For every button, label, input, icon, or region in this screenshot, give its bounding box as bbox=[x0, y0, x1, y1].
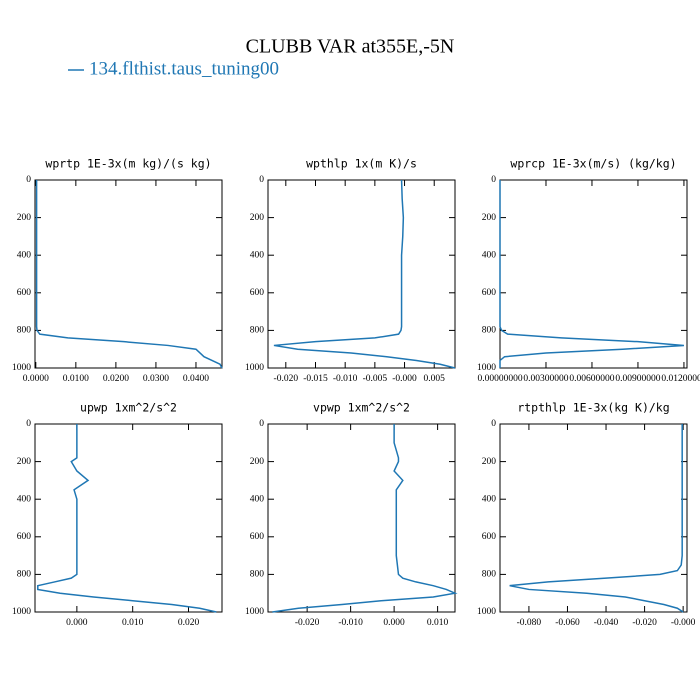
panel-title: rtpthlp 1E-3x(kg K)/kg bbox=[517, 401, 669, 415]
profile-line bbox=[37, 424, 217, 613]
x-tick-label: 0.00000000 bbox=[477, 374, 522, 384]
x-tick-label: 0.00900000 bbox=[615, 374, 660, 384]
y-tick-label: 200 bbox=[250, 457, 265, 467]
y-tick-label: 600 bbox=[250, 288, 265, 298]
plot-frame bbox=[34, 179, 223, 369]
y-tick-label: 400 bbox=[482, 250, 497, 260]
x-tick-label: 0.01200000 bbox=[661, 374, 700, 384]
y-tick-label: 1000 bbox=[245, 363, 264, 373]
y-tick-label: 0 bbox=[491, 419, 496, 429]
panel-title: wprcp 1E-3x(m/s) (kg/kg) bbox=[510, 157, 676, 171]
y-tick-label: 400 bbox=[250, 250, 265, 260]
x-tick-label: 0.0300 bbox=[143, 374, 169, 384]
x-tick-label: -0.060 bbox=[555, 618, 580, 628]
y-tick-label: 1000 bbox=[12, 363, 31, 373]
x-tick-label: -0.040 bbox=[594, 618, 619, 628]
y-tick-label: 0 bbox=[259, 175, 264, 185]
x-tick-label: 0.00300000 bbox=[523, 374, 568, 384]
y-tick-label: 800 bbox=[17, 326, 32, 336]
y-tick-label: 600 bbox=[482, 532, 497, 542]
x-tick-label: -0.000 bbox=[671, 618, 696, 628]
x-tick-label: 0.010 bbox=[427, 618, 449, 628]
y-tick-label: 1000 bbox=[12, 607, 31, 617]
y-tick-label: 1000 bbox=[245, 607, 264, 617]
x-tick-label: 0.0200 bbox=[103, 374, 129, 384]
x-tick-label: -0.010 bbox=[338, 618, 363, 628]
x-tick-label: -0.000 bbox=[392, 374, 417, 384]
y-tick-label: 200 bbox=[17, 213, 32, 223]
profile-line bbox=[509, 424, 684, 613]
plot-frame bbox=[34, 423, 223, 613]
x-tick-label: 0.0000 bbox=[23, 374, 49, 384]
figure-title: CLUBB VAR at355E,-5N bbox=[246, 36, 455, 58]
x-tick-label: -0.020 bbox=[632, 618, 657, 628]
y-tick-label: 400 bbox=[17, 250, 32, 260]
profile-line bbox=[273, 179, 456, 369]
x-tick-label: -0.080 bbox=[517, 618, 542, 628]
y-tick-label: 200 bbox=[250, 213, 265, 223]
profile-line bbox=[272, 424, 458, 613]
x-tick-label: 0.005 bbox=[424, 374, 446, 384]
profile-line bbox=[35, 180, 223, 369]
x-tick-label: 0.000 bbox=[383, 618, 405, 628]
x-tick-label: -0.010 bbox=[333, 374, 358, 384]
y-tick-label: 400 bbox=[482, 494, 497, 504]
y-tick-label: 600 bbox=[482, 288, 497, 298]
panel-title: wpthlp 1x(m K)/s bbox=[306, 157, 417, 171]
y-tick-label: 1000 bbox=[477, 363, 496, 373]
y-tick-label: 600 bbox=[17, 288, 32, 298]
y-tick-label: 600 bbox=[250, 532, 265, 542]
plot-frame bbox=[267, 423, 456, 613]
x-tick-label: -0.015 bbox=[303, 374, 328, 384]
plot-frame bbox=[267, 179, 456, 369]
y-tick-label: 200 bbox=[482, 457, 497, 467]
y-tick-label: 400 bbox=[17, 494, 32, 504]
y-tick-label: 800 bbox=[250, 570, 265, 580]
y-tick-label: 200 bbox=[482, 213, 497, 223]
x-tick-label: 0.010 bbox=[122, 618, 144, 628]
y-tick-label: 0 bbox=[26, 175, 31, 185]
y-tick-label: 0 bbox=[491, 175, 496, 185]
y-tick-label: 800 bbox=[250, 326, 265, 336]
plot-frame bbox=[499, 423, 688, 613]
panel-title: wprtp 1E-3x(m kg)/(s kg) bbox=[45, 157, 211, 171]
x-tick-label: 0.0400 bbox=[183, 374, 209, 384]
y-tick-label: 800 bbox=[482, 326, 497, 336]
x-tick-label: 0.0100 bbox=[63, 374, 89, 384]
x-tick-label: 0.00600000 bbox=[569, 374, 614, 384]
x-tick-label: 0.000 bbox=[66, 618, 88, 628]
y-tick-label: 0 bbox=[26, 419, 31, 429]
y-tick-label: 1000 bbox=[477, 607, 496, 617]
y-tick-label: 600 bbox=[17, 532, 32, 542]
y-tick-label: 800 bbox=[482, 570, 497, 580]
y-tick-label: 800 bbox=[17, 570, 32, 580]
x-tick-label: -0.020 bbox=[295, 618, 320, 628]
x-tick-label: 0.020 bbox=[178, 618, 200, 628]
profile-line bbox=[499, 180, 684, 368]
panel-title: upwp 1xm^2/s^2 bbox=[80, 401, 177, 415]
legend-label: 134.flthist.taus_tuning00 bbox=[89, 58, 279, 79]
panel-title: vpwp 1xm^2/s^2 bbox=[313, 401, 410, 415]
x-tick-label: -0.005 bbox=[363, 374, 388, 384]
x-tick-label: -0.020 bbox=[274, 374, 299, 384]
y-tick-label: 200 bbox=[17, 457, 32, 467]
y-tick-label: 0 bbox=[259, 419, 264, 429]
y-tick-label: 400 bbox=[250, 494, 265, 504]
